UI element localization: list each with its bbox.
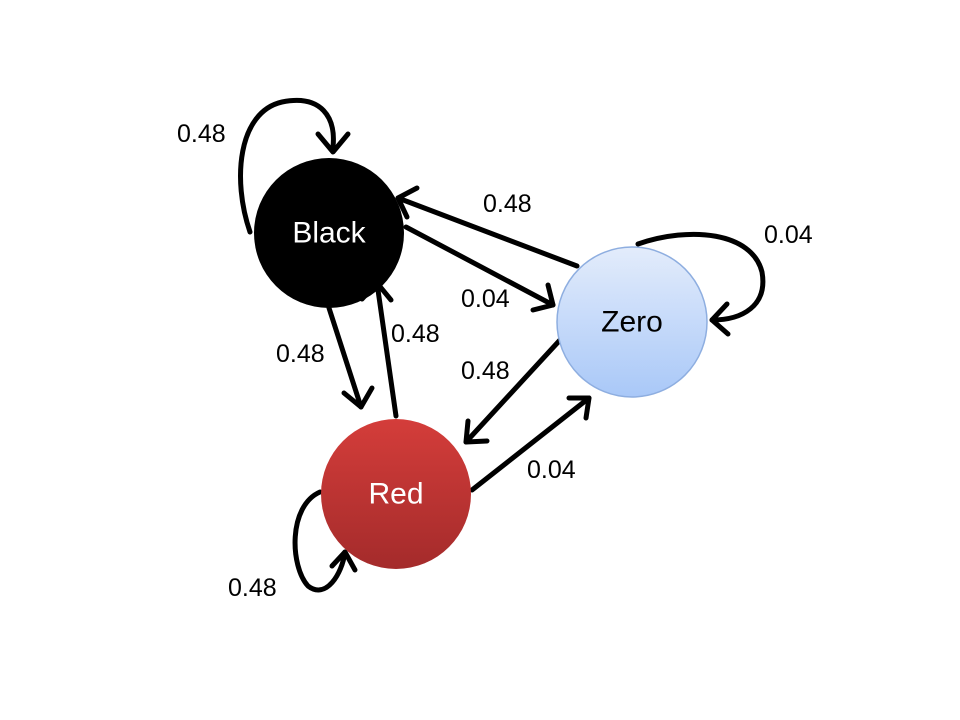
edge-zero-to-red (463, 337, 563, 445)
edge-label-black-to-red: 0.48 (276, 340, 325, 368)
node-black: Black (254, 158, 404, 308)
edge-label-zero-to-red: 0.48 (461, 357, 510, 385)
edge-zero-to-zero (635, 231, 766, 337)
edge-label-black-to-zero: 0.04 (461, 285, 510, 313)
node-red: Red (321, 419, 471, 569)
edge-label-red-to-zero: 0.04 (527, 456, 576, 484)
edge-label-red-to-red: 0.48 (228, 574, 277, 602)
edge-label-black-to-black: 0.48 (177, 120, 226, 148)
edge-label-red-to-black: 0.48 (391, 320, 440, 348)
edge-black-to-black (238, 98, 351, 235)
node-black-label: Black (292, 217, 366, 250)
edge-red-to-red (292, 489, 358, 593)
node-zero: Zero (556, 246, 708, 398)
edge-label-zero-to-zero: 0.04 (764, 221, 813, 249)
node-zero-label: Zero (601, 306, 663, 339)
edge-red-to-zero (469, 395, 592, 493)
edge-label-zero-to-black: 0.48 (483, 190, 532, 218)
node-red-label: Red (368, 478, 423, 511)
edge-zero-to-black (395, 185, 580, 269)
edge-black-to-zero (403, 224, 556, 313)
edge-black-to-red (326, 305, 375, 410)
